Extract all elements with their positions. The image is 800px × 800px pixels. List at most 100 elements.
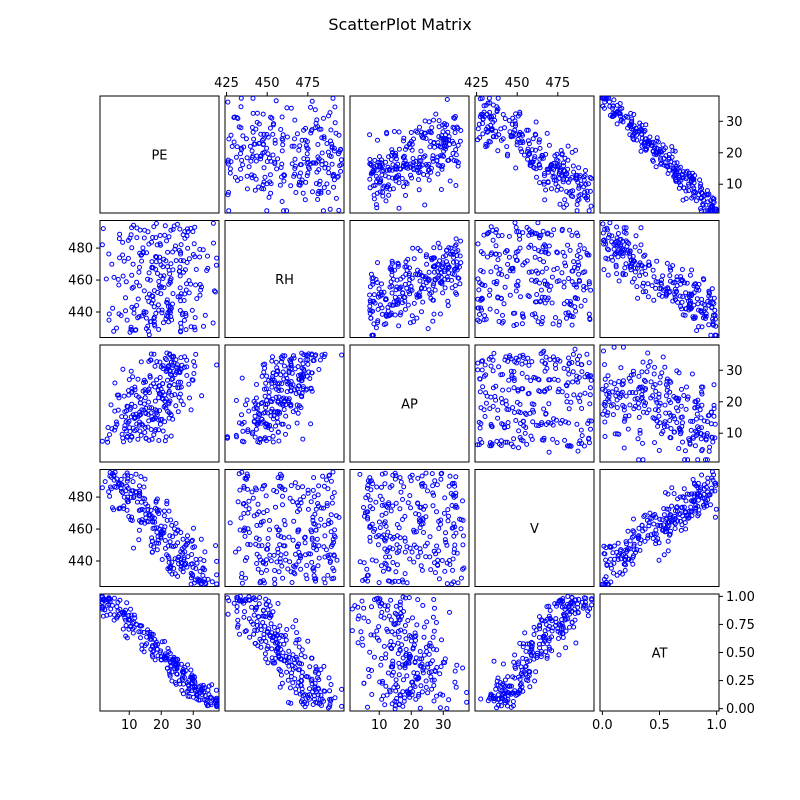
data-point — [304, 563, 310, 568]
data-point — [124, 408, 129, 414]
data-point — [420, 521, 426, 527]
data-point — [416, 691, 422, 697]
data-point — [538, 233, 544, 238]
data-point — [586, 281, 592, 287]
data-point — [521, 418, 526, 424]
data-point — [197, 246, 203, 252]
data-point — [486, 356, 492, 362]
data-point — [661, 424, 667, 430]
data-point — [241, 483, 247, 489]
data-point — [532, 279, 538, 285]
data-point — [241, 598, 247, 604]
data-point — [237, 487, 243, 493]
data-point — [681, 486, 687, 492]
data-point — [137, 264, 142, 270]
data-point — [292, 660, 297, 666]
data-point — [530, 136, 536, 142]
data-point — [367, 303, 373, 309]
data-point — [149, 538, 155, 544]
data-point — [491, 350, 497, 356]
data-point — [307, 664, 313, 670]
data-point — [388, 645, 394, 651]
data-point — [294, 131, 300, 137]
data-point — [543, 187, 549, 193]
data-point — [376, 580, 382, 586]
data-point — [320, 473, 326, 479]
data-point — [487, 406, 493, 412]
data-point — [428, 290, 434, 296]
data-point — [276, 388, 282, 394]
data-point — [303, 552, 308, 558]
data-point — [263, 614, 268, 620]
data-point — [442, 143, 448, 149]
data-point — [699, 402, 705, 408]
data-point — [185, 245, 191, 251]
data-point — [461, 565, 467, 571]
data-point — [271, 122, 276, 128]
data-point — [402, 513, 408, 519]
data-point — [366, 674, 372, 679]
data-point — [375, 306, 381, 312]
data-point — [638, 225, 644, 231]
data-point — [168, 517, 174, 523]
data-point — [381, 183, 387, 189]
data-point — [227, 166, 233, 172]
data-point — [293, 690, 299, 696]
data-point — [189, 307, 195, 313]
data-point — [620, 381, 626, 387]
data-point — [149, 535, 155, 541]
data-point — [375, 176, 381, 182]
data-point — [388, 617, 394, 623]
data-point — [420, 299, 426, 305]
data-point — [623, 413, 629, 419]
data-point — [446, 134, 452, 140]
data-point — [452, 679, 458, 685]
data-point — [684, 280, 690, 286]
data-point — [402, 661, 408, 667]
data-point — [239, 580, 245, 586]
data-point — [692, 498, 698, 504]
data-point — [679, 522, 685, 528]
data-point — [710, 312, 716, 318]
data-point — [254, 119, 260, 125]
data-point — [699, 447, 705, 452]
data-point — [277, 410, 283, 416]
panel-frame — [224, 220, 345, 338]
data-point — [699, 195, 705, 201]
data-point — [292, 480, 298, 486]
data-point — [443, 530, 448, 536]
data-point — [666, 410, 672, 416]
data-point — [247, 542, 253, 548]
data-point — [369, 604, 374, 610]
data-point — [170, 534, 175, 540]
data-point — [297, 182, 303, 188]
data-point — [374, 628, 380, 634]
data-point — [433, 620, 439, 625]
data-point — [169, 392, 175, 398]
data-point — [710, 439, 716, 445]
data-point — [588, 418, 594, 424]
data-point — [425, 326, 431, 332]
data-point — [166, 555, 172, 561]
data-point — [520, 140, 526, 145]
data-point — [317, 701, 322, 707]
data-point — [376, 637, 382, 643]
data-point — [276, 569, 282, 575]
data-point — [438, 274, 444, 280]
data-point — [313, 181, 319, 187]
data-point — [242, 558, 248, 563]
data-point — [265, 134, 271, 140]
data-point — [400, 703, 406, 709]
data-point — [442, 568, 448, 574]
data-point — [166, 401, 172, 407]
data-point — [171, 360, 177, 366]
data-point — [506, 233, 512, 239]
data-point — [249, 148, 255, 154]
data-point — [235, 624, 241, 630]
data-point — [381, 615, 387, 621]
data-point — [239, 157, 245, 163]
data-point — [143, 326, 149, 332]
data-point — [402, 571, 408, 577]
data-point — [277, 483, 283, 489]
data-point — [123, 308, 128, 314]
